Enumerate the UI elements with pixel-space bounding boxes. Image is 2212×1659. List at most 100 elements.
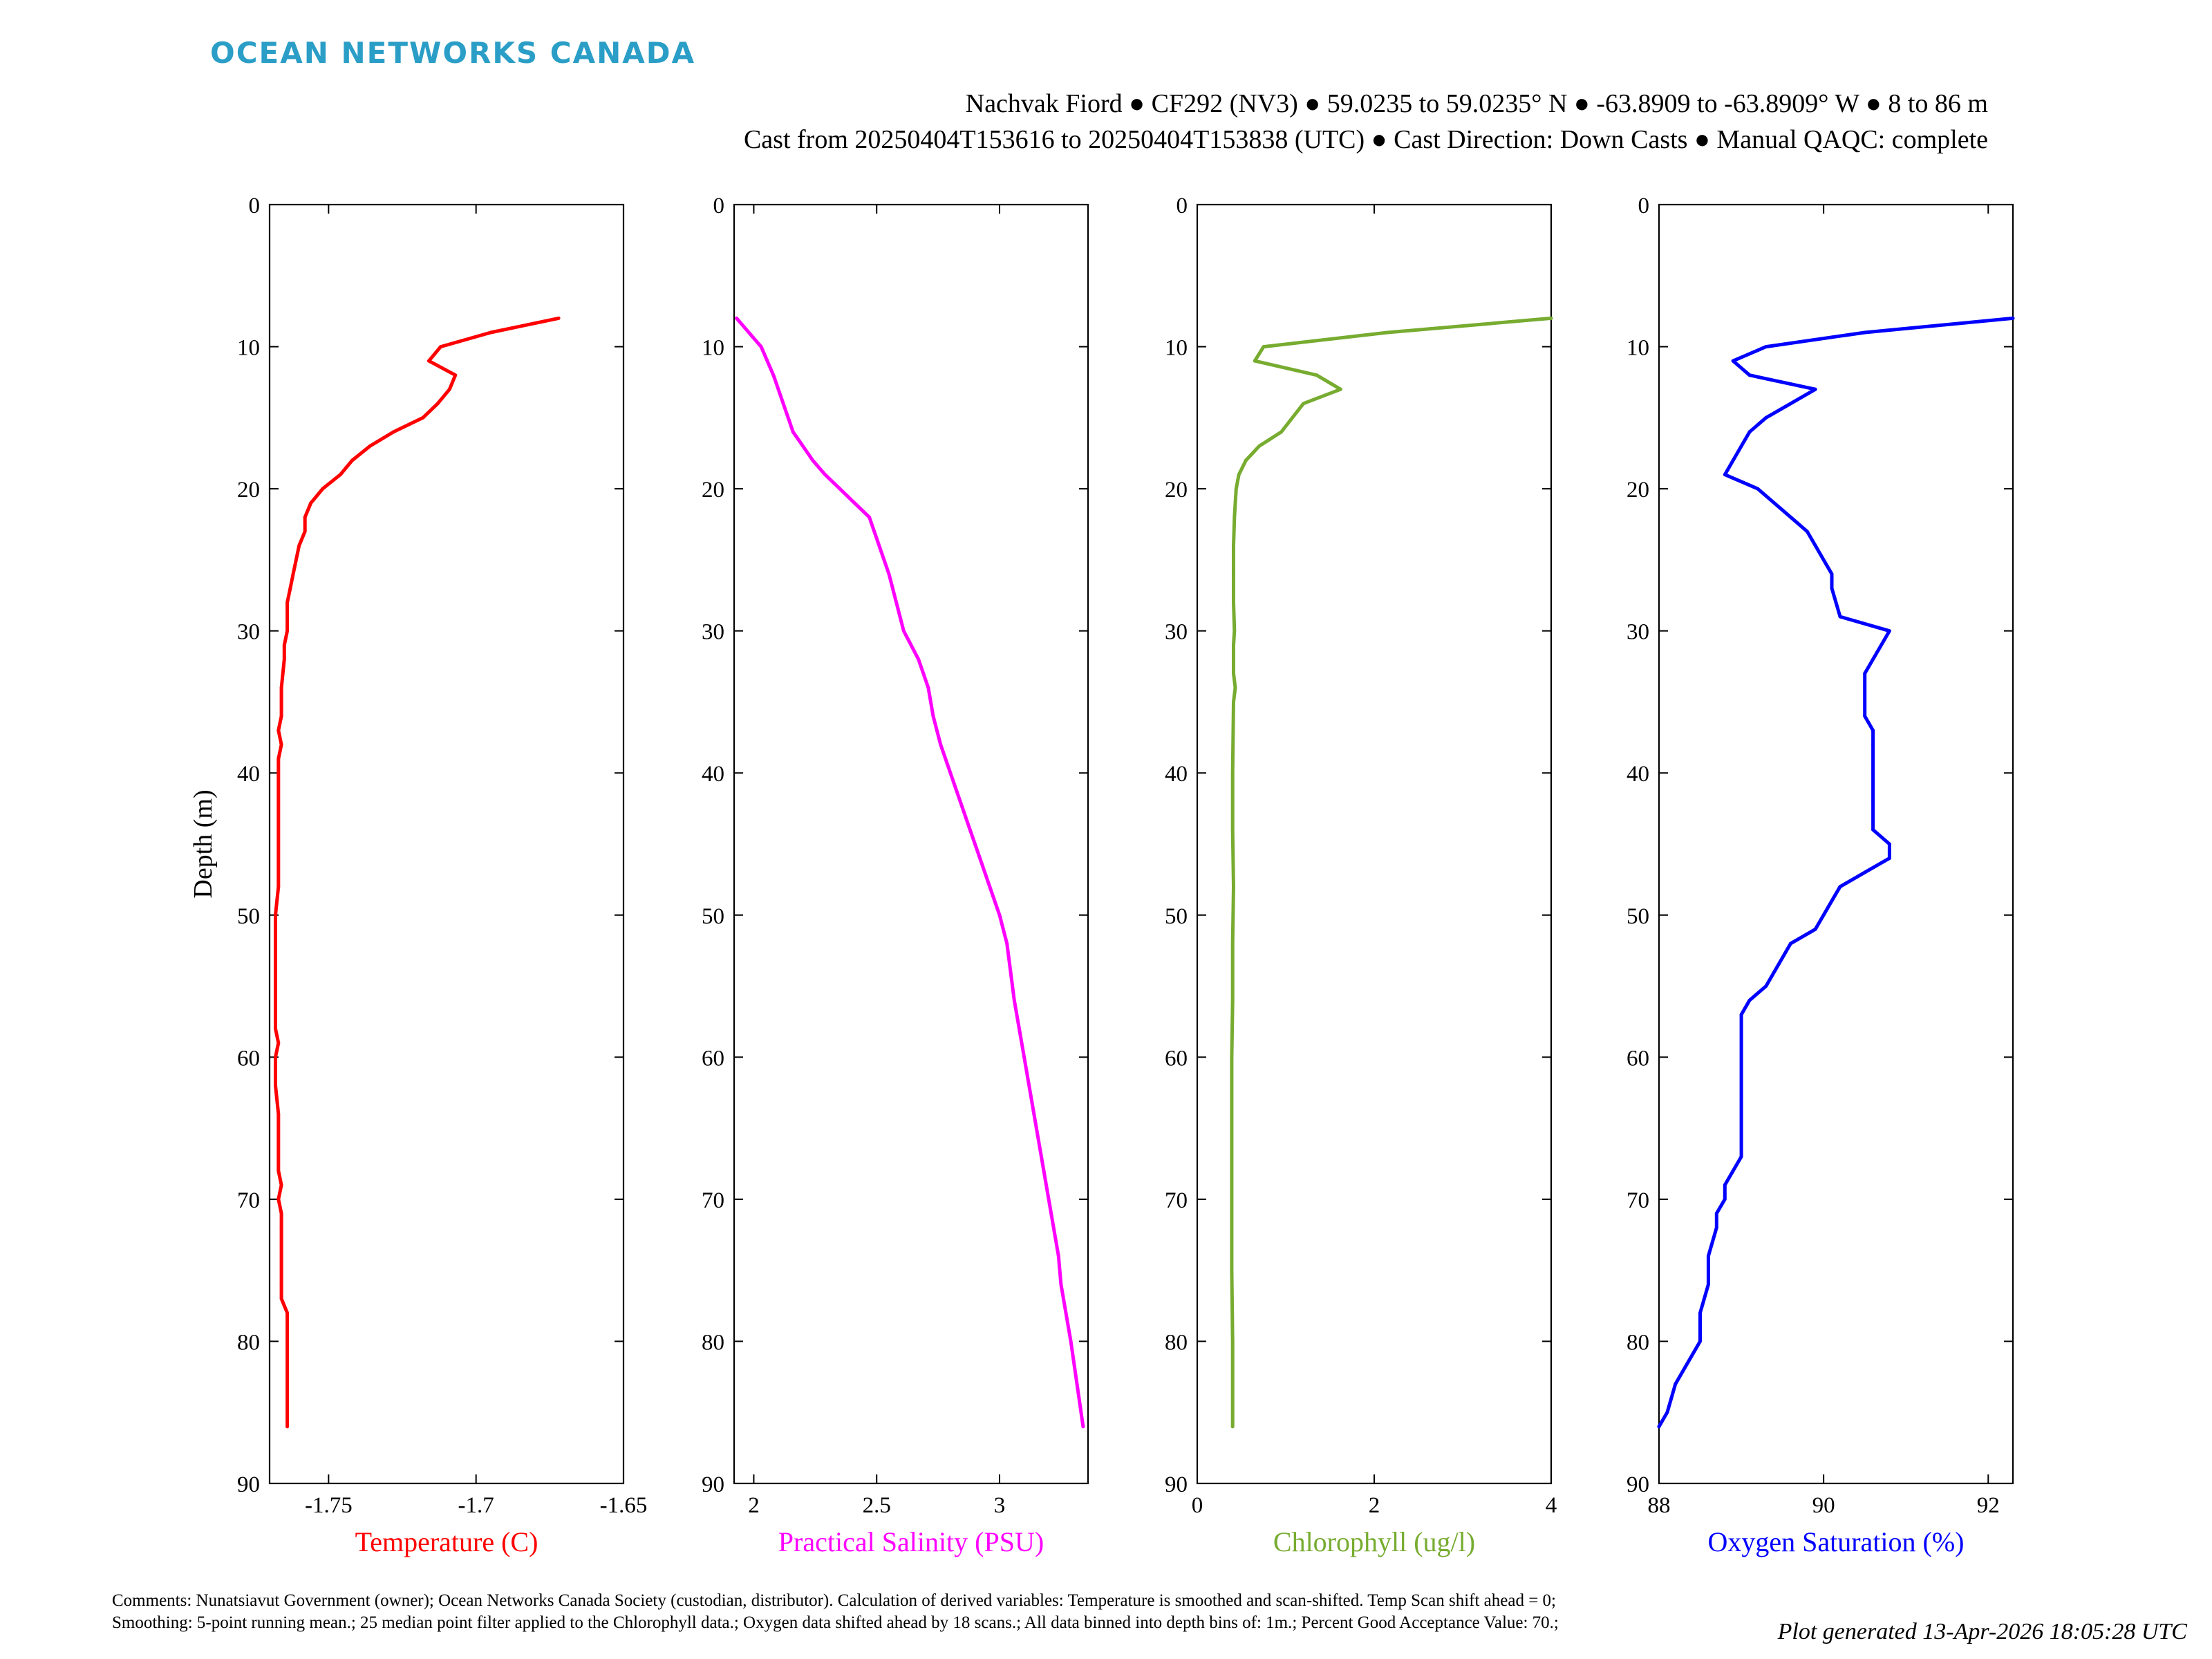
x-tick-label: 2 [1369, 1493, 1380, 1518]
data-point [887, 572, 891, 576]
data-point [309, 501, 313, 505]
data-point [1739, 1041, 1743, 1045]
x-tick-label: 0 [1192, 1493, 1203, 1518]
data-point [274, 998, 277, 1002]
y-tick-label: 90 [702, 1472, 724, 1497]
data-point [285, 1353, 289, 1358]
data-point [285, 1311, 289, 1315]
data-point [997, 913, 1002, 917]
data-point [321, 487, 325, 491]
y-tick-label: 50 [237, 904, 260, 929]
data-point [279, 1183, 283, 1187]
data-point [447, 387, 451, 391]
data-point [1232, 671, 1235, 675]
data-point [1739, 1069, 1743, 1074]
data-point [1723, 473, 1727, 476]
y-tick-label: 80 [702, 1330, 724, 1355]
series-line-3 [1230, 316, 1553, 1429]
data-point [2011, 317, 2015, 320]
data-point [391, 430, 395, 434]
data-point [276, 1126, 281, 1130]
data-point [276, 856, 281, 860]
y-tick-label: 10 [1627, 336, 1649, 361]
data-point [439, 345, 442, 348]
data-point [1339, 387, 1342, 391]
data-point [274, 1084, 277, 1087]
plot-title-line1: Nachvak Fiord ● CF292 (NV3) ● 59.0235 to… [965, 89, 1988, 118]
x-tick-label: 3 [994, 1493, 1006, 1518]
series-line-4 [1657, 316, 2015, 1429]
data-point [1739, 1013, 1743, 1017]
data-point [1012, 998, 1016, 1002]
x-axis-label-1: Temperature (C) [355, 1526, 538, 1557]
data-point [926, 686, 930, 690]
data-point [453, 373, 458, 377]
y-axis-label: Depth (m) [189, 789, 218, 898]
y-tick-label: 50 [1165, 904, 1188, 929]
x-axis-label-2: Practical Salinity (PSU) [778, 1526, 1044, 1557]
y-tick-label: 20 [1165, 478, 1188, 503]
data-point [274, 970, 277, 974]
data-point [279, 1268, 283, 1273]
data-point [771, 373, 776, 377]
data-point [909, 643, 913, 647]
y-tick-label: 30 [237, 620, 260, 645]
y-tick-label: 10 [702, 336, 724, 361]
data-point [1232, 515, 1237, 519]
data-point [276, 885, 281, 889]
data-point [894, 601, 899, 604]
data-point [285, 629, 289, 633]
data-point [282, 643, 286, 647]
y-tick-label: 30 [1627, 620, 1649, 645]
x-tick-label: 92 [1977, 1493, 2000, 1518]
data-point [823, 473, 827, 476]
data-point [931, 714, 935, 718]
x-tick-label: 88 [1648, 1493, 1671, 1518]
data-point [279, 700, 283, 704]
data-point [811, 458, 815, 462]
data-point [868, 515, 871, 519]
data-point [1830, 572, 1834, 576]
plot-generated-timestamp: Plot generated 13-Apr-2026 18:05:28 UTC [1777, 1619, 2187, 1644]
data-point [1863, 870, 1867, 874]
data-point [1232, 572, 1235, 576]
data-point [901, 629, 906, 633]
x-axis-label-3: Chlorophyll (ug/l) [1273, 1526, 1475, 1557]
data-point [489, 330, 493, 335]
y-tick-label: 50 [1627, 904, 1649, 929]
data-point [838, 487, 842, 491]
data-point [276, 1197, 281, 1201]
data-point [1059, 1282, 1063, 1286]
data-point [968, 828, 972, 832]
data-point [1232, 629, 1237, 633]
y-tick-label: 40 [1627, 762, 1649, 787]
data-point [1863, 686, 1867, 690]
data-point [939, 742, 943, 747]
data-point [279, 1212, 283, 1215]
axes-frame-3 [1196, 203, 1553, 1485]
series-line-2 [735, 316, 1085, 1429]
y-tick-label: 40 [1165, 762, 1188, 787]
data-point [274, 913, 277, 917]
data-point [279, 1254, 283, 1258]
data-point [877, 543, 881, 547]
data-point [1232, 543, 1235, 547]
data-point [948, 771, 953, 775]
data-point [274, 1027, 277, 1031]
data-point [852, 501, 856, 505]
data-point [921, 671, 926, 675]
data-point [285, 1340, 289, 1343]
y-tick-label: 90 [1165, 1472, 1188, 1497]
data-point [1698, 1325, 1702, 1329]
data-point [1731, 458, 1735, 462]
x-tick-label: 4 [1546, 1493, 1557, 1518]
data-point [735, 317, 738, 320]
data-point [1821, 558, 1826, 562]
data-point [1042, 1169, 1046, 1173]
brand-logo: OCEAN NETWORKS CANADA [210, 36, 696, 70]
data-point [303, 529, 307, 534]
data-point [791, 430, 795, 434]
y-tick-label: 80 [237, 1330, 260, 1355]
x-tick-label: 2 [748, 1493, 760, 1518]
